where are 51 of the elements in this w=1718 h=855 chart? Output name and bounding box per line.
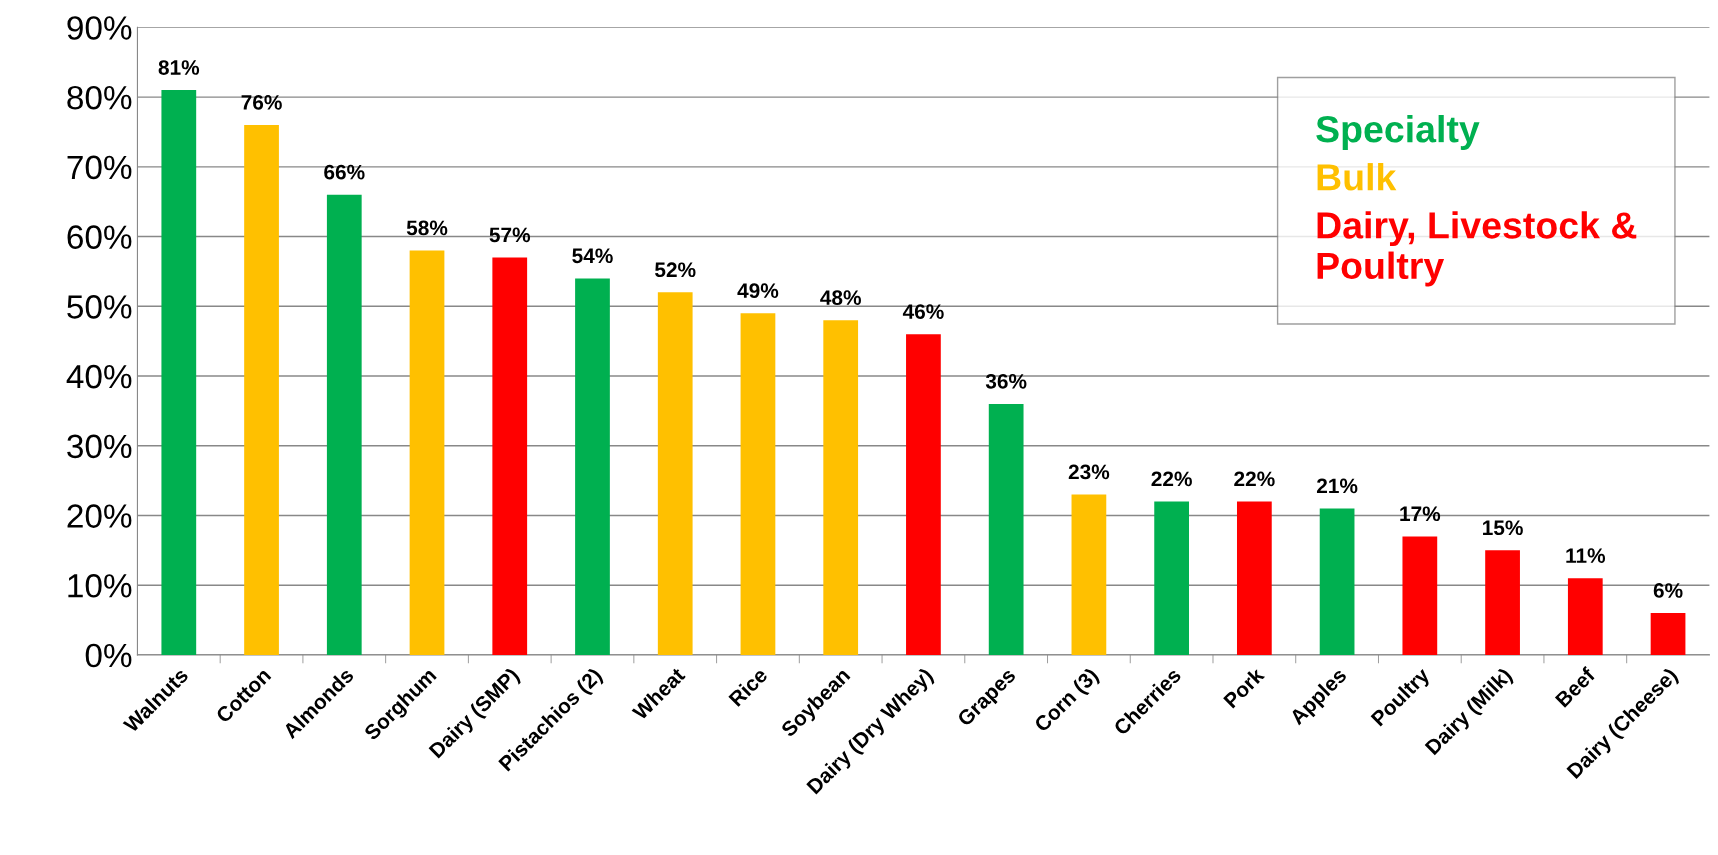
bar: [1650, 613, 1686, 655]
data-label: 54%: [572, 248, 613, 264]
bar: [1567, 578, 1603, 655]
y-tick-label: 80%: [67, 85, 132, 110]
y-tick-label: 10%: [68, 574, 132, 598]
bar: [244, 124, 279, 655]
data-label: 49%: [737, 283, 779, 299]
data-label: 58%: [406, 220, 448, 236]
data-label: 6%: [1653, 583, 1683, 598]
data-label: 22%: [1234, 471, 1275, 487]
bar: [575, 278, 610, 655]
bar: [492, 257, 528, 655]
data-label: 11%: [1566, 548, 1606, 563]
bar: [823, 320, 859, 655]
y-tick-label: 30%: [67, 434, 132, 459]
bar: [1154, 501, 1190, 655]
bar: [161, 90, 197, 655]
y-tick-label: 60%: [67, 225, 132, 249]
data-label: 23%: [1068, 464, 1110, 480]
y-tick-label: 0%: [85, 643, 132, 668]
text: Specialty: [1316, 114, 1480, 150]
data-label: 81%: [158, 60, 200, 75]
bar: [409, 250, 445, 655]
data-label: 48%: [820, 290, 861, 305]
bar: [657, 292, 693, 655]
bar: [740, 313, 776, 655]
bar: [326, 194, 362, 655]
data-label: 17%: [1400, 506, 1441, 522]
bar: [906, 334, 941, 655]
data-label: 76%: [241, 95, 282, 110]
data-label: 21%: [1316, 478, 1358, 494]
bar: [1236, 501, 1272, 655]
bar: [1402, 536, 1438, 655]
y-tick-label: 90%: [67, 16, 132, 40]
data-label: 15%: [1483, 520, 1523, 536]
bar: [1319, 508, 1355, 655]
data-label: 46%: [902, 304, 944, 319]
text: Dairy, Livestock & Poultry: [1317, 211, 1637, 287]
bar: [1485, 550, 1520, 655]
bar: [988, 403, 1024, 655]
y-tick-label: 70%: [67, 155, 132, 180]
y-tick-label: 20%: [67, 504, 132, 528]
text: Bulk: [1317, 163, 1397, 191]
data-label: 36%: [985, 373, 1027, 389]
data-label: 66%: [324, 164, 365, 180]
y-tick-label: 40%: [66, 364, 132, 389]
data-label: 57%: [489, 227, 531, 243]
y-tick-label: 50%: [67, 295, 132, 319]
data-label: 22%: [1151, 471, 1192, 487]
data-label: 52%: [655, 262, 696, 278]
bar: [1071, 494, 1107, 655]
